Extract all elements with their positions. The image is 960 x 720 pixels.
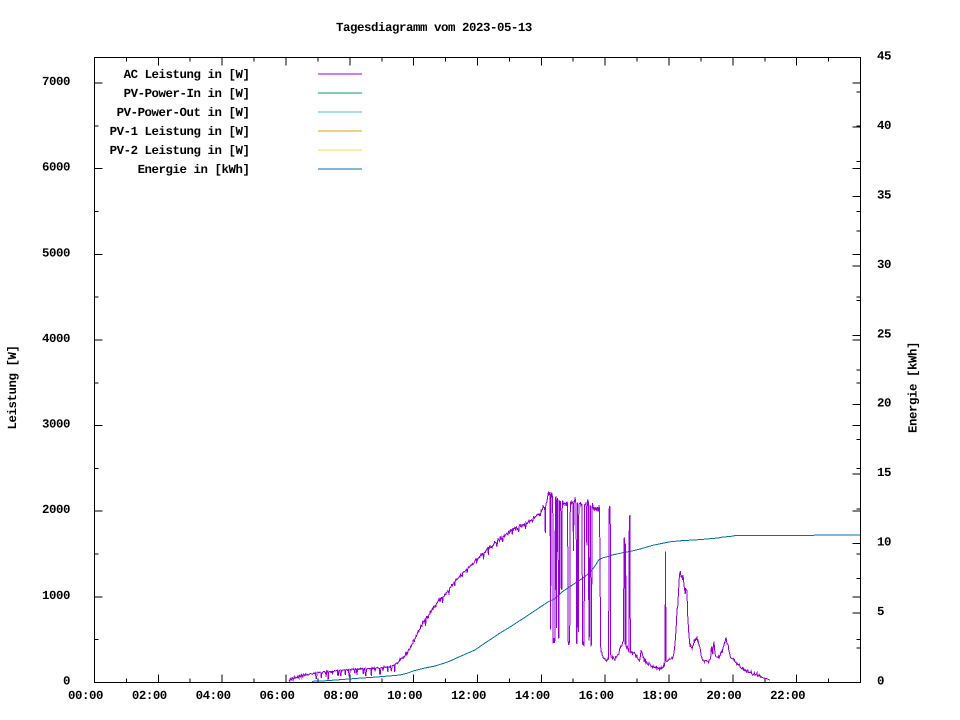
svg-text:00:00: 00:00 xyxy=(68,689,103,703)
svg-text:PV-Power-In in [W]: PV-Power-In in [W] xyxy=(124,87,250,101)
svg-text:0: 0 xyxy=(63,675,70,689)
svg-text:12:00: 12:00 xyxy=(451,689,486,703)
svg-text:40: 40 xyxy=(877,119,891,133)
svg-text:08:00: 08:00 xyxy=(323,689,358,703)
svg-text:18:00: 18:00 xyxy=(643,689,678,703)
svg-text:10:00: 10:00 xyxy=(387,689,422,703)
svg-text:14:00: 14:00 xyxy=(515,689,550,703)
svg-text:45: 45 xyxy=(877,50,891,64)
svg-text:04:00: 04:00 xyxy=(196,689,231,703)
svg-text:15: 15 xyxy=(877,466,891,480)
svg-text:0: 0 xyxy=(877,675,884,689)
svg-text:PV-1 Leistung in [W]: PV-1 Leistung in [W] xyxy=(110,125,250,139)
svg-text:30: 30 xyxy=(877,258,891,272)
svg-text:Tagesdiagramm vom 2023-05-13: Tagesdiagramm vom 2023-05-13 xyxy=(336,21,532,35)
svg-text:5: 5 xyxy=(877,605,884,619)
svg-text:Leistung [W]: Leistung [W] xyxy=(6,346,20,430)
svg-text:AC Leistung in [W]: AC Leistung in [W] xyxy=(124,68,250,82)
svg-text:Energie [kWh]: Energie [kWh] xyxy=(907,342,921,433)
svg-text:PV-Power-Out in [W]: PV-Power-Out in [W] xyxy=(117,106,250,120)
svg-text:Energie in [kWh]: Energie in [kWh] xyxy=(138,163,250,177)
svg-text:PV-2 Leistung in [W]: PV-2 Leistung in [W] xyxy=(110,144,250,158)
svg-text:5000: 5000 xyxy=(42,246,70,260)
svg-text:20:00: 20:00 xyxy=(706,689,741,703)
svg-text:35: 35 xyxy=(877,188,891,202)
svg-text:2000: 2000 xyxy=(42,503,70,517)
svg-text:20: 20 xyxy=(877,397,891,411)
svg-text:22:00: 22:00 xyxy=(770,689,805,703)
svg-text:1000: 1000 xyxy=(42,589,70,603)
svg-text:3000: 3000 xyxy=(42,418,70,432)
svg-text:7000: 7000 xyxy=(42,75,70,89)
svg-text:16:00: 16:00 xyxy=(579,689,614,703)
svg-text:06:00: 06:00 xyxy=(260,689,295,703)
svg-text:10: 10 xyxy=(877,536,891,550)
svg-text:4000: 4000 xyxy=(42,332,70,346)
svg-text:25: 25 xyxy=(877,327,891,341)
svg-text:6000: 6000 xyxy=(42,161,70,175)
svg-text:02:00: 02:00 xyxy=(132,689,167,703)
